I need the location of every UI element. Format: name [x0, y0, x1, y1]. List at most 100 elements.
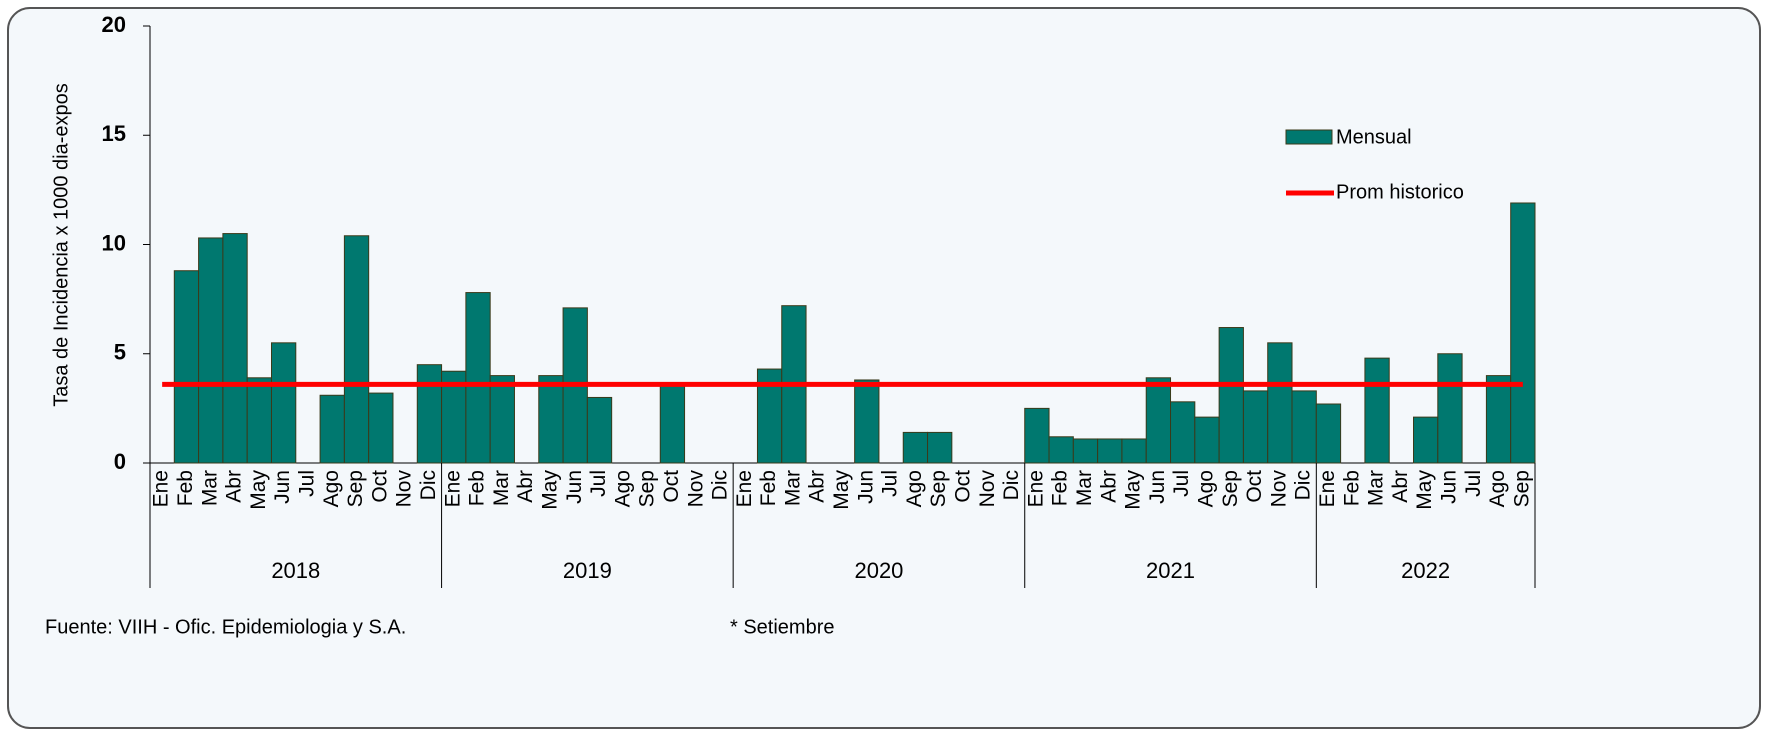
- x-tick-label: May: [538, 470, 561, 510]
- x-tick-label: Ene: [441, 470, 464, 507]
- x-tick-label: Jun: [1438, 470, 1461, 504]
- bar: [1170, 401, 1196, 464]
- x-tick-label: Ago: [1486, 470, 1509, 507]
- x-tick-label: Jul: [879, 470, 902, 497]
- bar: [1242, 390, 1269, 464]
- x-tick-label: Jul: [295, 470, 318, 497]
- bar: [1510, 202, 1536, 464]
- x-tick-label: Abr: [806, 470, 829, 503]
- x-tick-label: Dic: [1292, 470, 1315, 500]
- bar: [1437, 353, 1463, 464]
- y-tick-label: 20: [102, 12, 126, 37]
- x-tick-label: May: [1413, 470, 1436, 510]
- y-tick-label: 15: [102, 121, 126, 146]
- y-axis-label: Tasa de Incidencia x 1000 dia-expos: [50, 83, 72, 407]
- bar: [1097, 438, 1123, 464]
- x-tick-label: Dic: [417, 470, 440, 500]
- x-tick-label: Nov: [1267, 470, 1290, 508]
- x-tick-label: Jun: [1146, 470, 1169, 504]
- bar: [659, 383, 686, 464]
- x-tick-label: Mar: [781, 470, 804, 506]
- bar: [319, 394, 345, 464]
- bar: [902, 431, 929, 464]
- bar: [416, 364, 443, 464]
- bar: [1194, 416, 1220, 464]
- year-label: 2020: [854, 558, 903, 583]
- x-tick-label: Abr: [223, 470, 246, 503]
- bar: [222, 233, 248, 464]
- x-tick-label: Abr: [1389, 470, 1412, 503]
- bar: [465, 292, 491, 464]
- x-tick-label: Abr: [1097, 470, 1120, 503]
- y-tick-label: 0: [114, 449, 126, 474]
- frame: [7, 7, 1761, 729]
- x-tick-label: Ago: [903, 470, 926, 507]
- x-tick-label: Oct: [368, 470, 391, 503]
- note: * Setiembre: [730, 616, 835, 638]
- x-tick-label: Jun: [563, 470, 586, 504]
- x-tick-label: Ene: [150, 470, 173, 507]
- year-label: 2022: [1401, 558, 1450, 583]
- x-tick-label: Mar: [1073, 470, 1096, 506]
- x-tick-label: Jun: [854, 470, 877, 504]
- x-tick-label: Ene: [1316, 470, 1339, 507]
- x-tick-label: Oct: [1243, 470, 1266, 503]
- bar: [538, 375, 564, 464]
- bar: [270, 342, 297, 464]
- legend-label: Prom historico: [1336, 181, 1464, 203]
- x-tick-label: Feb: [466, 470, 489, 506]
- bar: [586, 396, 613, 464]
- x-tick-label: May: [1122, 470, 1145, 510]
- bar: [1315, 403, 1342, 464]
- x-tick-label: Nov: [393, 470, 416, 508]
- bar: [1024, 407, 1050, 464]
- x-tick-label: Ago: [611, 470, 634, 507]
- x-tick-label: Feb: [757, 470, 780, 506]
- x-tick-label: Ago: [320, 470, 343, 507]
- legend-swatch: [1285, 129, 1333, 145]
- bar: [1364, 357, 1390, 464]
- y-tick-label: 10: [102, 230, 126, 255]
- x-tick-label: Jul: [1170, 470, 1193, 497]
- x-tick-label: Sep: [927, 470, 950, 507]
- x-tick-label: Ene: [733, 470, 756, 507]
- bar: [489, 375, 515, 464]
- x-tick-label: Abr: [514, 470, 537, 503]
- bar: [1267, 342, 1293, 464]
- x-tick-label: Mar: [1365, 470, 1388, 506]
- bar: [1072, 438, 1099, 464]
- y-tick-label: 5: [114, 340, 126, 365]
- bar: [343, 235, 370, 464]
- x-tick-label: Sep: [344, 470, 367, 507]
- bar: [173, 270, 200, 464]
- x-tick-label: Ago: [1195, 470, 1218, 507]
- bar: [1291, 390, 1317, 464]
- year-label: 2021: [1146, 558, 1195, 583]
- x-tick-label: Feb: [174, 470, 197, 506]
- bar: [1121, 438, 1147, 464]
- x-tick-label: Feb: [1340, 470, 1363, 506]
- legend-label: Mensual: [1336, 126, 1412, 148]
- x-tick-label: Sep: [1219, 470, 1242, 507]
- x-tick-label: Jul: [1462, 470, 1485, 497]
- bar: [1485, 375, 1512, 464]
- x-tick-label: Dic: [709, 470, 732, 500]
- bar: [1218, 327, 1244, 464]
- x-tick-label: Mar: [198, 470, 221, 506]
- bar: [1048, 436, 1074, 464]
- x-tick-label: Oct: [952, 470, 975, 503]
- bar: [198, 237, 224, 464]
- x-tick-label: Jul: [587, 470, 610, 497]
- source: Fuente: VIIH - Ofic. Epidemiologia y S.A…: [45, 616, 406, 638]
- bar: [1145, 377, 1172, 464]
- bar: [1413, 416, 1439, 464]
- x-tick-label: Jun: [271, 470, 294, 504]
- x-tick-label: Dic: [1000, 470, 1023, 500]
- x-tick-label: Oct: [660, 470, 683, 503]
- x-tick-label: Feb: [1049, 470, 1072, 506]
- x-tick-label: Ene: [1024, 470, 1047, 507]
- x-tick-label: Sep: [1510, 470, 1533, 507]
- bar: [854, 379, 880, 464]
- x-tick-label: May: [830, 470, 853, 510]
